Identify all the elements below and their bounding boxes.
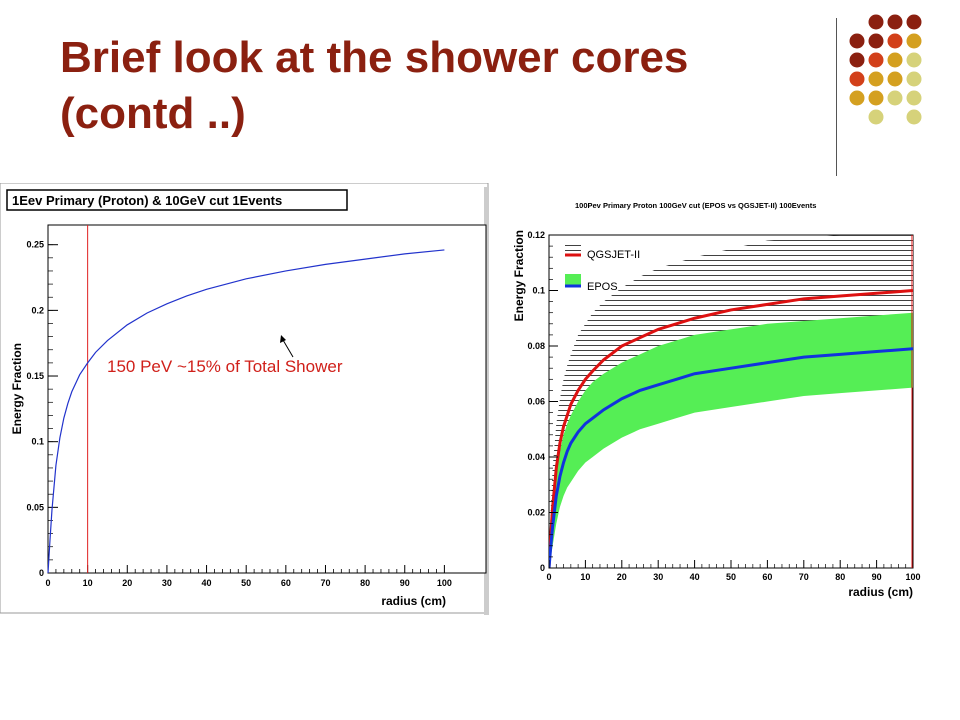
y-tick-label: 0.08 [527,341,545,351]
decorative-dot [849,90,865,106]
epos-uncertainty-band [549,312,913,568]
decorative-dot [868,109,884,125]
decorative-dot [887,52,903,68]
decorative-dot [906,71,922,87]
chart-right-title: 100Pev Primary Proton 100GeV cut (EPOS v… [575,201,816,210]
y-tick-label: 0.25 [26,240,44,250]
qgsjet-uncertainty-band [549,235,913,568]
legend-epos-band [565,274,581,286]
slide-title: Brief look at the shower cores (contd ..… [60,33,689,138]
decorative-dot [906,33,922,49]
epos-curve [549,347,913,568]
chart-right-xlabel: radius (cm) [848,585,913,599]
x-tick-label: 60 [762,572,772,582]
x-tick-label: 30 [653,572,663,582]
x-tick-label: 70 [799,572,809,582]
y-tick-label: 0.02 [527,508,545,518]
chart-right: 0 10 20 30 40 50 60 70 80 90 100 0 0.02 0.04 0.06 0.08 0… [512,201,921,599]
x-tick-label: 80 [360,578,370,588]
y-tick-label: 0.2 [31,305,44,315]
chart-left-xlabel: radius (cm) [381,594,446,608]
x-tick-label: 10 [580,572,590,582]
decorative-dot [849,52,865,68]
chart-left: 0 10 20 30 40 50 60 70 80 90 100 0 0.05 0.1 0.15 0.2 0.2… [0,183,489,615]
x-tick-label: 50 [241,578,251,588]
chart-left-plot-area [47,224,487,574]
x-tick-label: 40 [202,578,212,588]
decorative-dot [906,90,922,106]
decorative-dot [849,33,865,49]
energy-fraction-curve [47,249,445,574]
decorative-dot [906,52,922,68]
decorative-dot [906,14,922,30]
x-tick-label: 70 [320,578,330,588]
x-tick-label: 100 [905,572,920,582]
legend-qgsjet-label: QGSJET-II [587,249,640,261]
decorative-dot [868,14,884,30]
y-tick-label: 0 [39,568,44,578]
decorative-dot [906,109,922,125]
x-tick-label: 0 [546,572,551,582]
x-tick-label: 0 [45,578,50,588]
x-tick-label: 100 [437,578,452,588]
x-tick-label: 40 [690,572,700,582]
decorative-dot [868,33,884,49]
decorative-dot [849,71,865,87]
chart-left-title: 1Eev Primary (Proton) & 10GeV cut 1Event… [12,193,282,208]
x-tick-label: 80 [835,572,845,582]
legend-epos-label: EPOS [587,281,618,293]
y-tick-label: 0.06 [527,397,545,407]
x-tick-label: 30 [162,578,172,588]
decorative-dot-grid [849,14,922,125]
y-tick-label: 0.12 [527,230,545,240]
decorative-dot [887,90,903,106]
x-tick-label: 10 [83,578,93,588]
y-tick-label: 0 [540,563,545,573]
x-tick-label: 20 [617,572,627,582]
x-tick-label: 60 [281,578,291,588]
y-tick-label: 0.1 [532,286,545,296]
x-tick-label: 20 [122,578,132,588]
legend-qgsjet-band [565,243,581,255]
y-tick-label: 0.15 [26,371,44,381]
decorative-dot [887,14,903,30]
x-tick-label: 50 [726,572,736,582]
chart-left-ylabel: Energy Fraction [10,343,24,434]
y-tick-label: 0.04 [527,452,545,462]
x-tick-label: 90 [400,578,410,588]
decorative-dot [868,71,884,87]
decorative-dot [887,71,903,87]
chart-left-annotation-arrow [280,335,294,358]
title-divider [836,18,837,176]
chart-right-legend: QGSJET-II EPOS [565,243,640,293]
chart-right-ylabel: Energy Fraction [512,230,526,321]
x-tick-label: 90 [872,572,882,582]
qgsjet-ii-curve [549,289,913,568]
y-tick-label: 0.05 [26,502,44,512]
chart-left-annotation: 150 PeV ~15% of Total Shower [107,357,343,376]
decorative-dot [887,33,903,49]
chart-left-title-box [6,189,348,211]
y-tick-label: 0.1 [31,437,44,447]
decorative-dot [868,90,884,106]
decorative-dot [868,52,884,68]
